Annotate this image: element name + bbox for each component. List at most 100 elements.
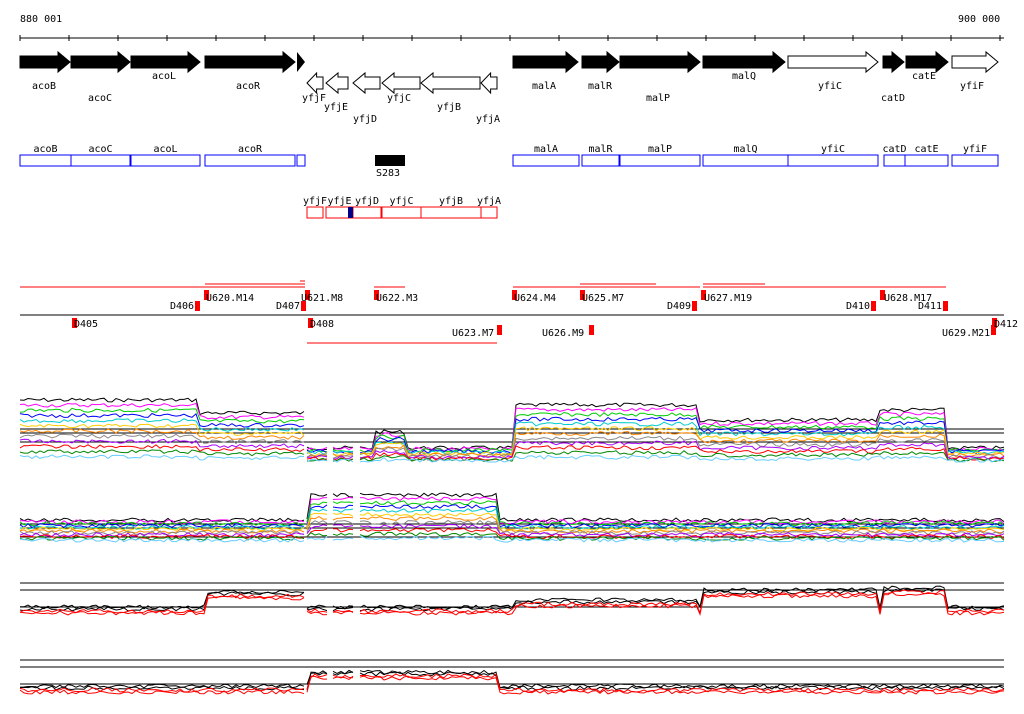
- reverse-operon-box: [381, 206, 422, 219]
- feature-marker: [204, 290, 209, 300]
- feature-label: U622.M3: [376, 293, 418, 304]
- feature-label: D411: [918, 301, 942, 312]
- expression-trace: [332, 605, 354, 610]
- coordinate-axis: [19, 35, 1004, 41]
- expression-trace: [332, 524, 354, 528]
- gene-label: yfjB: [437, 102, 461, 113]
- gene-arrow-yfjE: [325, 71, 349, 95]
- expression-trace: [306, 493, 328, 520]
- operon-box: [204, 154, 296, 167]
- feature-label: D408: [310, 319, 334, 330]
- expression-trace: [359, 407, 1005, 452]
- expression-trace: [332, 609, 354, 613]
- feature-marker: [701, 290, 706, 300]
- gene-arrow-yfiF: [951, 50, 999, 74]
- gene-arrow-malR: [581, 50, 620, 74]
- expression-trace: [359, 519, 1005, 536]
- expression-trace: [332, 457, 354, 462]
- feature-marker: [374, 290, 379, 300]
- gene-label: yfjF: [302, 93, 326, 104]
- gene-label: yfiC: [818, 81, 842, 92]
- feature-marker: [195, 301, 200, 311]
- gene-label: malA: [532, 81, 556, 92]
- operon-box: [702, 154, 789, 167]
- expression-trace: [306, 512, 328, 529]
- expression-trace: [359, 435, 1005, 459]
- feature-label: U621.M8: [301, 293, 343, 304]
- expression-tracks: [19, 397, 1005, 695]
- feature-label: D407: [276, 301, 300, 312]
- expression-trace: [332, 532, 354, 536]
- expression-trace: [19, 402, 305, 420]
- expression-trace: [306, 607, 328, 612]
- expression-trace: [359, 454, 1005, 463]
- gene-label: acoC: [88, 93, 112, 104]
- expression-trace: [306, 516, 328, 531]
- expression-trace: [20, 519, 305, 525]
- gene-label: malP: [646, 93, 670, 104]
- expression-trace: [19, 418, 305, 432]
- expression-trace: [19, 444, 305, 452]
- expression-trace: [19, 685, 305, 691]
- expression-trace: [332, 458, 354, 463]
- gene-arrow-acoR: [204, 50, 296, 74]
- expression-trace: [359, 411, 1005, 453]
- expression-trace: [19, 523, 305, 529]
- expression-trace: [359, 416, 1005, 455]
- expression-trace: [19, 530, 305, 536]
- operon-label: malP: [648, 144, 672, 155]
- gene-arrow-yfjF: [306, 71, 324, 95]
- expression-trace: [332, 446, 354, 451]
- expression-trace: [332, 450, 354, 454]
- expression-trace: [332, 528, 354, 533]
- operon-box: [619, 154, 701, 167]
- feature-marker: [991, 325, 996, 335]
- gene-arrow-yfjD: [352, 71, 381, 95]
- feature-label: U625.M7: [582, 293, 624, 304]
- expression-trace: [332, 492, 354, 498]
- expression-trace: [19, 535, 305, 541]
- expression-trace: [332, 496, 354, 500]
- expression-trace: [19, 595, 305, 616]
- expression-trace: [306, 520, 328, 533]
- axis-end-label: 900 000: [958, 14, 1000, 25]
- feature-marker: [692, 301, 697, 311]
- expression-trace: [359, 430, 1005, 458]
- expression-trace: [332, 607, 354, 612]
- operon-label: catE: [914, 144, 938, 155]
- reverse-operon-box: [420, 206, 482, 219]
- gene-arrow-malQ: [702, 50, 786, 74]
- expression-trace: [332, 520, 354, 525]
- operon-label: yfiC: [821, 144, 845, 155]
- expression-trace: [19, 683, 305, 689]
- reverse-operon-label: yfjC: [389, 196, 413, 207]
- expression-trace: [359, 523, 1005, 538]
- feature-marker: [72, 318, 77, 328]
- expression-trace: [306, 508, 328, 528]
- gene-label: catE: [912, 71, 936, 82]
- expression-trace: [359, 516, 1005, 534]
- expression-trace: [359, 589, 1005, 615]
- expression-trace: [332, 674, 354, 679]
- feature-marker: [580, 290, 585, 300]
- expression-trace: [19, 526, 305, 532]
- expression-trace: [359, 500, 1005, 527]
- expression-trace: [306, 604, 328, 610]
- expression-trace: [360, 673, 1005, 693]
- feature-label: U620.M14: [206, 293, 254, 304]
- operon-label: acoR: [238, 144, 263, 155]
- expression-trace: [359, 671, 1005, 691]
- gene-label: catD: [881, 93, 905, 104]
- expression-trace: [306, 447, 328, 451]
- feature-marker: [301, 301, 306, 311]
- expression-trace: [332, 516, 354, 521]
- expression-trace: [332, 501, 354, 504]
- feature-marker: [880, 290, 885, 300]
- operon-box: [130, 154, 201, 167]
- expression-trace: [332, 508, 354, 513]
- expression-trace: [306, 608, 328, 613]
- expression-trace: [359, 588, 1005, 612]
- gene-label: yfiF: [960, 81, 984, 92]
